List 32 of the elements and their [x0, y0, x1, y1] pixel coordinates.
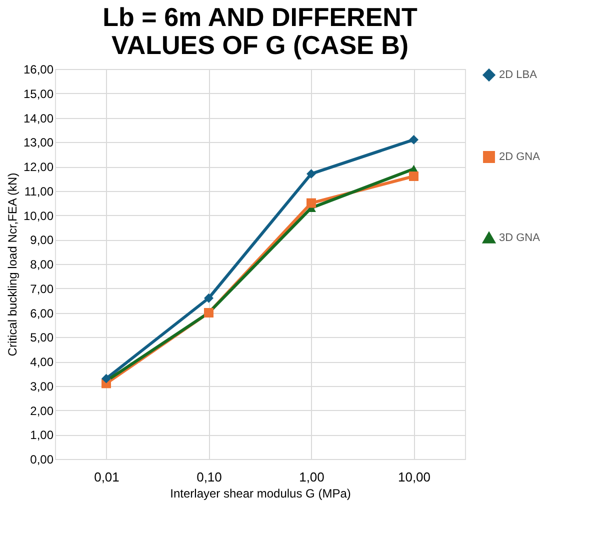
point: [102, 374, 111, 384]
y-tick-label: 2,00: [30, 404, 54, 418]
y-tick-label: 4,00: [30, 355, 54, 369]
y-tick-label: 14,00: [23, 111, 54, 126]
x-axis-title: Interlayer shear modulus G (MPa): [170, 486, 351, 500]
point: [306, 169, 316, 179]
y-tick-label: 9,00: [30, 233, 54, 248]
y-tick-label: 16,00: [23, 62, 54, 76]
y-tick-label: 8,00: [30, 258, 54, 272]
x-tick-label: 1,00: [299, 470, 324, 484]
x-tick-label: 0,01: [94, 470, 120, 484]
point: [409, 134, 418, 144]
y-tick-label: 13,00: [23, 136, 54, 150]
point: [204, 293, 214, 303]
point: [409, 172, 418, 181]
legend-label: 3D GNA: [499, 232, 541, 244]
y-tick-label: 15,00: [23, 86, 54, 101]
legend-label: 2D GNA: [499, 151, 541, 163]
y-tick-label: 6,00: [30, 306, 54, 320]
y-tick-label: 12,00: [23, 160, 54, 174]
y-tick-label: 1,00: [30, 428, 54, 442]
chart-title: Lb = 6m AND DIFFERENT VALUES OF G (CASE B): [102, 2, 418, 60]
y-tick-label: 0,00: [30, 452, 54, 466]
y-tick-label: 7,00: [30, 282, 54, 296]
y-tick-label: 3,00: [30, 379, 54, 394]
x-tick-label: 10,00: [398, 470, 431, 484]
x-tick-label: 0,10: [196, 470, 222, 484]
legend-label: 2D LBA: [499, 69, 538, 81]
y-tick-label: 10,00: [23, 208, 54, 223]
y-axis-title: Critical buckling load Ncr,FEA (kN): [5, 172, 20, 356]
y-tick-label: 11,00: [24, 184, 54, 198]
y-tick-label: 5,00: [30, 330, 54, 345]
